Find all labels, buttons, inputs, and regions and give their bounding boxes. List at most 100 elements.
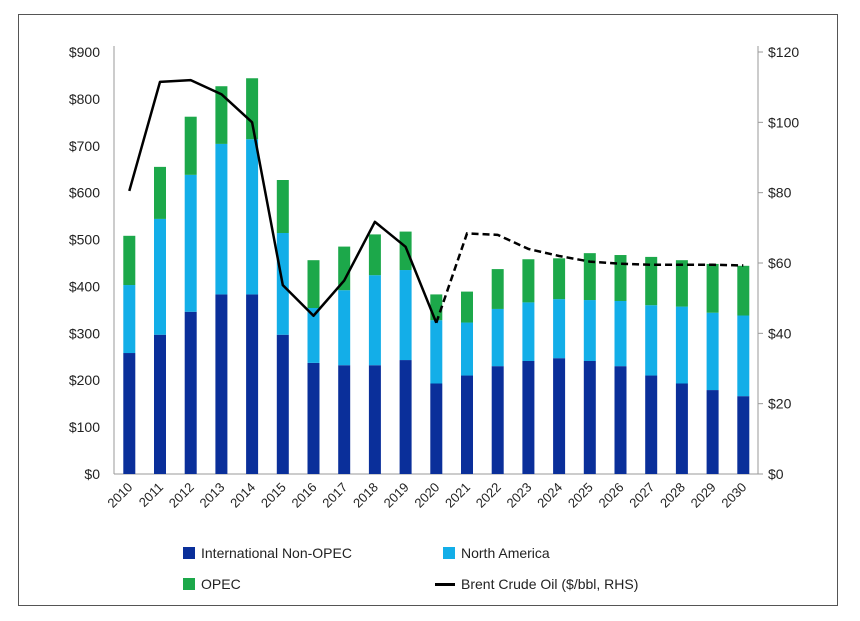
left-tick-label: $400 xyxy=(69,278,100,294)
right-tick-label: $80 xyxy=(768,185,792,201)
legend-item-opec: OPEC xyxy=(183,576,241,592)
right-tick-label: $0 xyxy=(768,466,784,482)
bar-opec-2015 xyxy=(276,180,289,233)
bar-north-america-2024 xyxy=(553,299,566,359)
x-tick-label: 2024 xyxy=(534,480,565,511)
bar-international-non-opec-2027 xyxy=(645,375,658,474)
right-tick-label: $120 xyxy=(768,44,799,60)
left-tick-label: $800 xyxy=(69,91,100,107)
x-tick-label: 2019 xyxy=(381,480,412,511)
legend-item-international-non-opec: International Non-OPEC xyxy=(183,545,352,561)
bar-north-america-2022 xyxy=(491,308,504,367)
legend-swatch xyxy=(443,547,455,559)
x-tick-label: 2027 xyxy=(626,480,657,511)
bar-international-non-opec-2013 xyxy=(215,294,228,474)
left-tick-label: $900 xyxy=(69,44,100,60)
x-tick-label: 2030 xyxy=(718,480,749,511)
right-tick-label: $60 xyxy=(768,255,792,271)
bar-north-america-2017 xyxy=(338,290,351,366)
bar-opec-2019 xyxy=(399,231,412,271)
bar-opec-2024 xyxy=(553,258,566,300)
x-tick-label: 2014 xyxy=(227,480,258,511)
bar-north-america-2020 xyxy=(430,320,443,384)
bar-north-america-2014 xyxy=(246,139,259,295)
bar-north-america-2010 xyxy=(123,285,136,354)
x-tick-label: 2023 xyxy=(503,480,534,511)
x-tick-label: 2016 xyxy=(289,480,320,511)
bar-international-non-opec-2026 xyxy=(614,366,627,474)
bar-north-america-2025 xyxy=(583,300,596,361)
legend-label: Brent Crude Oil ($/bbl, RHS) xyxy=(461,576,639,592)
bar-north-america-2028 xyxy=(675,306,688,384)
bar-international-non-opec-2024 xyxy=(553,358,566,474)
right-tick-label: $20 xyxy=(768,396,792,412)
legend-label: International Non-OPEC xyxy=(201,545,352,561)
bar-international-non-opec-2028 xyxy=(675,383,688,474)
bar-international-non-opec-2014 xyxy=(246,294,259,474)
x-tick-label: 2017 xyxy=(319,480,350,511)
bar-north-america-2011 xyxy=(154,218,166,335)
bar-international-non-opec-2021 xyxy=(461,375,473,474)
bar-north-america-2030 xyxy=(737,315,750,397)
left-tick-label: $100 xyxy=(69,419,100,435)
x-tick-label: 2022 xyxy=(473,480,504,511)
bar-international-non-opec-2023 xyxy=(522,360,535,474)
bar-north-america-2016 xyxy=(307,308,320,363)
x-tick-label: 2020 xyxy=(411,480,442,511)
bar-north-america-2019 xyxy=(399,270,412,361)
x-tick-label: 2010 xyxy=(104,480,135,511)
bar-opec-2014 xyxy=(246,78,259,140)
left-tick-label: $600 xyxy=(69,185,100,201)
bar-international-non-opec-2025 xyxy=(583,360,596,474)
left-tick-label: $0 xyxy=(84,466,100,482)
bar-opec-2013 xyxy=(215,86,228,144)
bar-opec-2023 xyxy=(522,259,535,303)
bar-international-non-opec-2010 xyxy=(123,353,136,474)
x-tick-label: 2011 xyxy=(136,480,166,510)
bar-opec-2029 xyxy=(706,263,719,313)
bar-opec-2022 xyxy=(491,269,504,309)
left-tick-label: $700 xyxy=(69,138,100,154)
legend-label: OPEC xyxy=(201,576,241,592)
bar-north-america-2018 xyxy=(368,275,381,366)
bar-opec-2018 xyxy=(368,234,381,276)
x-tick-label: 2028 xyxy=(657,480,688,511)
x-tick-label: 2021 xyxy=(442,480,473,511)
bar-north-america-2027 xyxy=(645,305,658,376)
left-tick-label: $300 xyxy=(69,325,100,341)
legend-item-north-america: North America xyxy=(443,545,550,561)
x-tick-label: 2018 xyxy=(350,480,381,511)
bar-international-non-opec-2022 xyxy=(491,366,504,474)
left-tick-label: $500 xyxy=(69,232,100,248)
legend-swatch xyxy=(183,578,195,590)
bar-international-non-opec-2029 xyxy=(706,390,719,474)
x-tick-label: 2025 xyxy=(565,480,596,511)
bar-north-america-2029 xyxy=(706,312,719,391)
bar-opec-2011 xyxy=(154,166,166,219)
bar-north-america-2013 xyxy=(215,143,228,295)
chart-frame xyxy=(18,14,838,606)
bar-international-non-opec-2015 xyxy=(276,334,289,474)
bar-opec-2028 xyxy=(675,260,688,307)
bar-international-non-opec-2018 xyxy=(368,365,381,474)
bar-international-non-opec-2012 xyxy=(184,311,197,474)
bar-international-non-opec-2020 xyxy=(430,383,443,474)
legend-item-brent-crude: Brent Crude Oil ($/bbl, RHS) xyxy=(435,576,638,592)
x-tick-label: 2029 xyxy=(688,480,719,511)
bar-opec-2026 xyxy=(614,255,627,301)
legend-swatch xyxy=(183,547,195,559)
bar-international-non-opec-2016 xyxy=(307,362,320,474)
x-tick-label: 2012 xyxy=(166,480,197,511)
bar-international-non-opec-2011 xyxy=(154,334,166,474)
bar-north-america-2026 xyxy=(614,300,627,367)
x-tick-label: 2013 xyxy=(196,480,227,511)
bar-opec-2012 xyxy=(184,116,197,175)
right-tick-label: $100 xyxy=(768,114,799,130)
bar-international-non-opec-2019 xyxy=(399,360,412,474)
bar-opec-2016 xyxy=(307,260,320,309)
bar-opec-2017 xyxy=(338,246,351,291)
left-tick-label: $200 xyxy=(69,372,100,388)
bar-opec-2027 xyxy=(645,256,658,306)
right-tick-label: $40 xyxy=(768,325,792,341)
